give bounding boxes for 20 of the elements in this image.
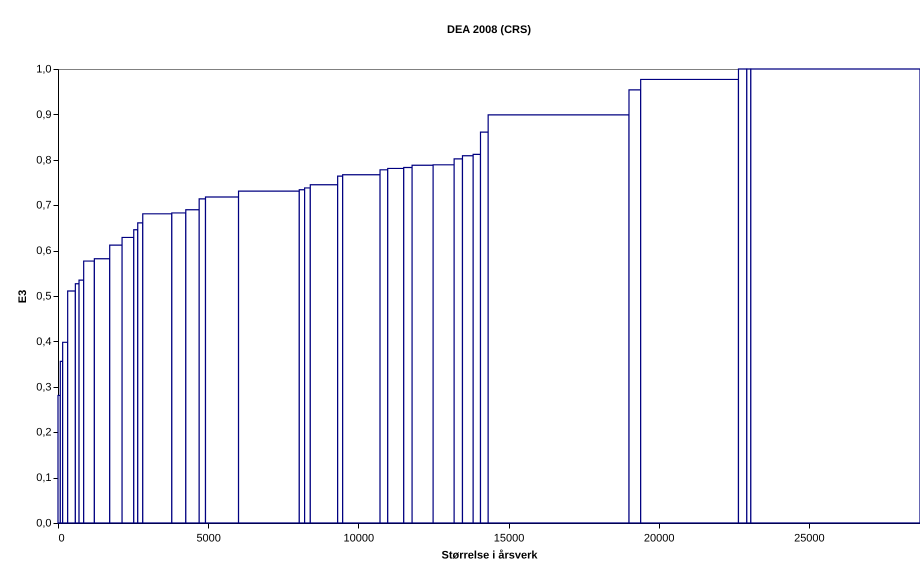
y-axis-title: E3 [17,290,30,304]
y-tick-label: 0,6 [36,245,52,258]
x-tick-label: 5000 [196,532,221,544]
y-tick-label: 0,5 [36,290,52,302]
x-tick-label: 20000 [644,532,674,544]
y-tick-label: 0,4 [36,336,52,348]
y-tick-label: 0,0 [36,518,52,530]
y-tick-label: 0,7 [36,200,52,212]
y-tick-label: 0,1 [36,472,52,484]
x-tick-label: 10000 [344,532,374,544]
y-tick-label: 0,3 [36,381,52,394]
x-axis-title: Størrelse i årsverk [441,548,538,562]
y-tick-label: 0,8 [36,154,52,166]
x-tick-label: 25000 [794,532,825,544]
chart-title: DEA 2008 (CRS) [447,24,532,36]
x-tick-label: 0 [58,532,65,544]
y-tick-label: 0,2 [36,426,52,439]
y-tick-label: 1,0 [36,64,52,76]
y-tick-label: 0,9 [36,108,52,121]
x-tick-label: 15000 [494,532,524,544]
